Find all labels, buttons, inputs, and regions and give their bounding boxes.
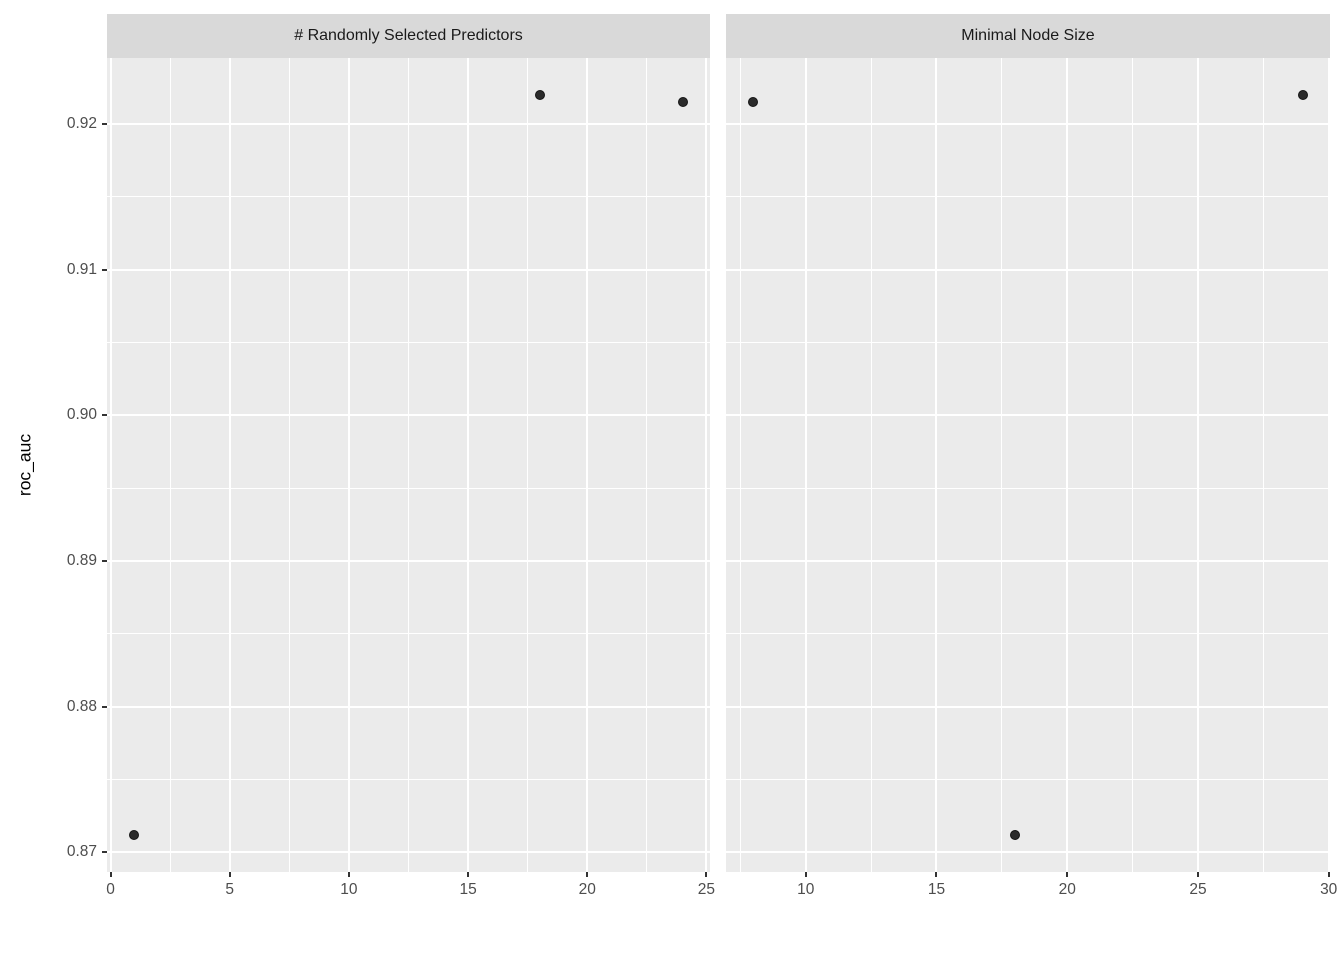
y-axis: 0.87 0.88 0.89 0.90 0.91 0.92 <box>0 0 107 960</box>
x-tick-mark <box>347 872 350 877</box>
x-tick-mark <box>467 872 470 877</box>
gridline-x-major <box>228 58 231 872</box>
gridline-x-major <box>804 58 807 872</box>
gridline-y-major <box>726 414 1330 417</box>
x-tick-label: 15 <box>927 881 946 898</box>
y-tick-mark <box>102 705 107 708</box>
x-tick-mark <box>109 872 112 877</box>
y-tick-mark <box>102 560 107 563</box>
x-tick-mark <box>935 872 938 877</box>
gridline-y-major <box>107 268 710 271</box>
gridline-y-minor <box>107 196 710 198</box>
gridline-y-minor <box>107 342 710 344</box>
x-tick-label: 30 <box>1320 881 1338 898</box>
x-tick-mark <box>1327 872 1330 877</box>
facet-strip-label-1: # Randomly Selected Predictors <box>294 27 523 44</box>
gridline-x-minor <box>739 58 741 872</box>
gridline-x-minor <box>1132 58 1134 872</box>
x-tick-label: 0 <box>106 881 115 898</box>
gridline-x-minor <box>870 58 872 872</box>
gridline-x-minor <box>288 58 290 872</box>
x-tick-label: 25 <box>1189 881 1207 898</box>
gridline-y-major <box>726 123 1330 126</box>
gridline-y-major <box>726 705 1330 708</box>
y-tick-mark <box>102 414 107 417</box>
y-tick-label: 0.92 <box>66 115 97 133</box>
y-tick-label: 0.90 <box>66 406 97 424</box>
x-tick-label: 20 <box>1058 881 1076 898</box>
x-tick-label: 15 <box>459 881 477 898</box>
gridline-x-minor <box>408 58 409 872</box>
x-tick-mark <box>804 872 807 877</box>
gridline-y-major <box>107 560 710 563</box>
plot-panel-1 <box>107 58 710 872</box>
gridline-y-minor <box>107 487 710 489</box>
data-point <box>748 97 759 108</box>
gridline-x-major <box>1196 58 1199 872</box>
gridline-x-major <box>705 58 708 872</box>
y-tick-label: 0.88 <box>66 697 97 715</box>
x-tick-label: 10 <box>797 881 815 898</box>
gridline-y-major <box>107 123 710 126</box>
gridline-x-minor <box>1001 58 1003 872</box>
gridline-x-major <box>467 58 470 872</box>
plot-panel-2 <box>726 58 1330 872</box>
gridline-y-minor <box>107 633 710 635</box>
x-tick-mark <box>705 872 708 877</box>
x-tick-label: 20 <box>578 881 596 898</box>
gridline-y-major <box>107 414 710 417</box>
gridline-y-major <box>726 268 1330 271</box>
data-point <box>1009 830 1020 840</box>
gridline-y-major <box>726 560 1330 563</box>
gridline-y-major <box>107 705 710 708</box>
y-tick-mark <box>102 851 107 854</box>
y-tick-label: 0.89 <box>66 552 97 570</box>
gridline-x-minor <box>1262 58 1264 872</box>
gridline-x-minor <box>527 58 529 872</box>
x-tick-mark <box>586 872 589 877</box>
gridline-y-minor <box>107 779 710 781</box>
x-tick-mark <box>1066 872 1069 877</box>
facet-randomly-selected-predictors: # Randomly Selected Predictors 0 5 10 15 20 2… <box>106 0 715 960</box>
data-point <box>129 830 140 840</box>
x-axis-1: 0 5 10 15 20 25 <box>106 872 715 922</box>
x-tick-mark <box>228 872 231 877</box>
gridline-x-major <box>1327 58 1330 872</box>
facet-minimal-node-size: Minimal Node Size 10 15 20 25 30 <box>726 0 1337 960</box>
y-tick-mark <box>102 268 107 271</box>
gridline-x-major <box>935 58 938 872</box>
gridline-x-major <box>347 58 350 872</box>
data-point <box>534 90 545 100</box>
data-point <box>1297 90 1308 100</box>
x-tick-label: 10 <box>340 881 358 898</box>
gridline-y-minor <box>726 196 1330 198</box>
gridline-x-minor <box>169 58 171 872</box>
y-tick-label: 0.91 <box>66 260 97 278</box>
facet-strip-label-2: Minimal Node Size <box>961 27 1095 44</box>
x-tick-mark <box>1196 872 1199 877</box>
gridline-y-minor <box>726 487 1330 489</box>
data-point <box>677 97 688 108</box>
facet-strip-2: Minimal Node Size <box>726 14 1330 58</box>
gridline-y-major <box>107 851 710 854</box>
x-tick-label: 25 <box>697 881 716 898</box>
facet-strip-1: # Randomly Selected Predictors <box>107 14 710 58</box>
gridline-x-minor <box>646 58 648 872</box>
x-axis-2: 10 15 20 25 30 <box>726 872 1337 922</box>
x-tick-label: 5 <box>225 881 235 898</box>
gridline-x-major <box>109 58 112 872</box>
gridline-x-major <box>1066 58 1069 872</box>
gridline-y-major <box>726 851 1330 854</box>
y-tick-label: 0.87 <box>66 843 97 861</box>
gridline-y-minor <box>726 633 1330 635</box>
gridline-y-minor <box>726 342 1330 344</box>
gridline-x-major <box>586 58 589 872</box>
gridline-y-minor <box>726 779 1330 781</box>
y-tick-mark <box>102 123 107 126</box>
